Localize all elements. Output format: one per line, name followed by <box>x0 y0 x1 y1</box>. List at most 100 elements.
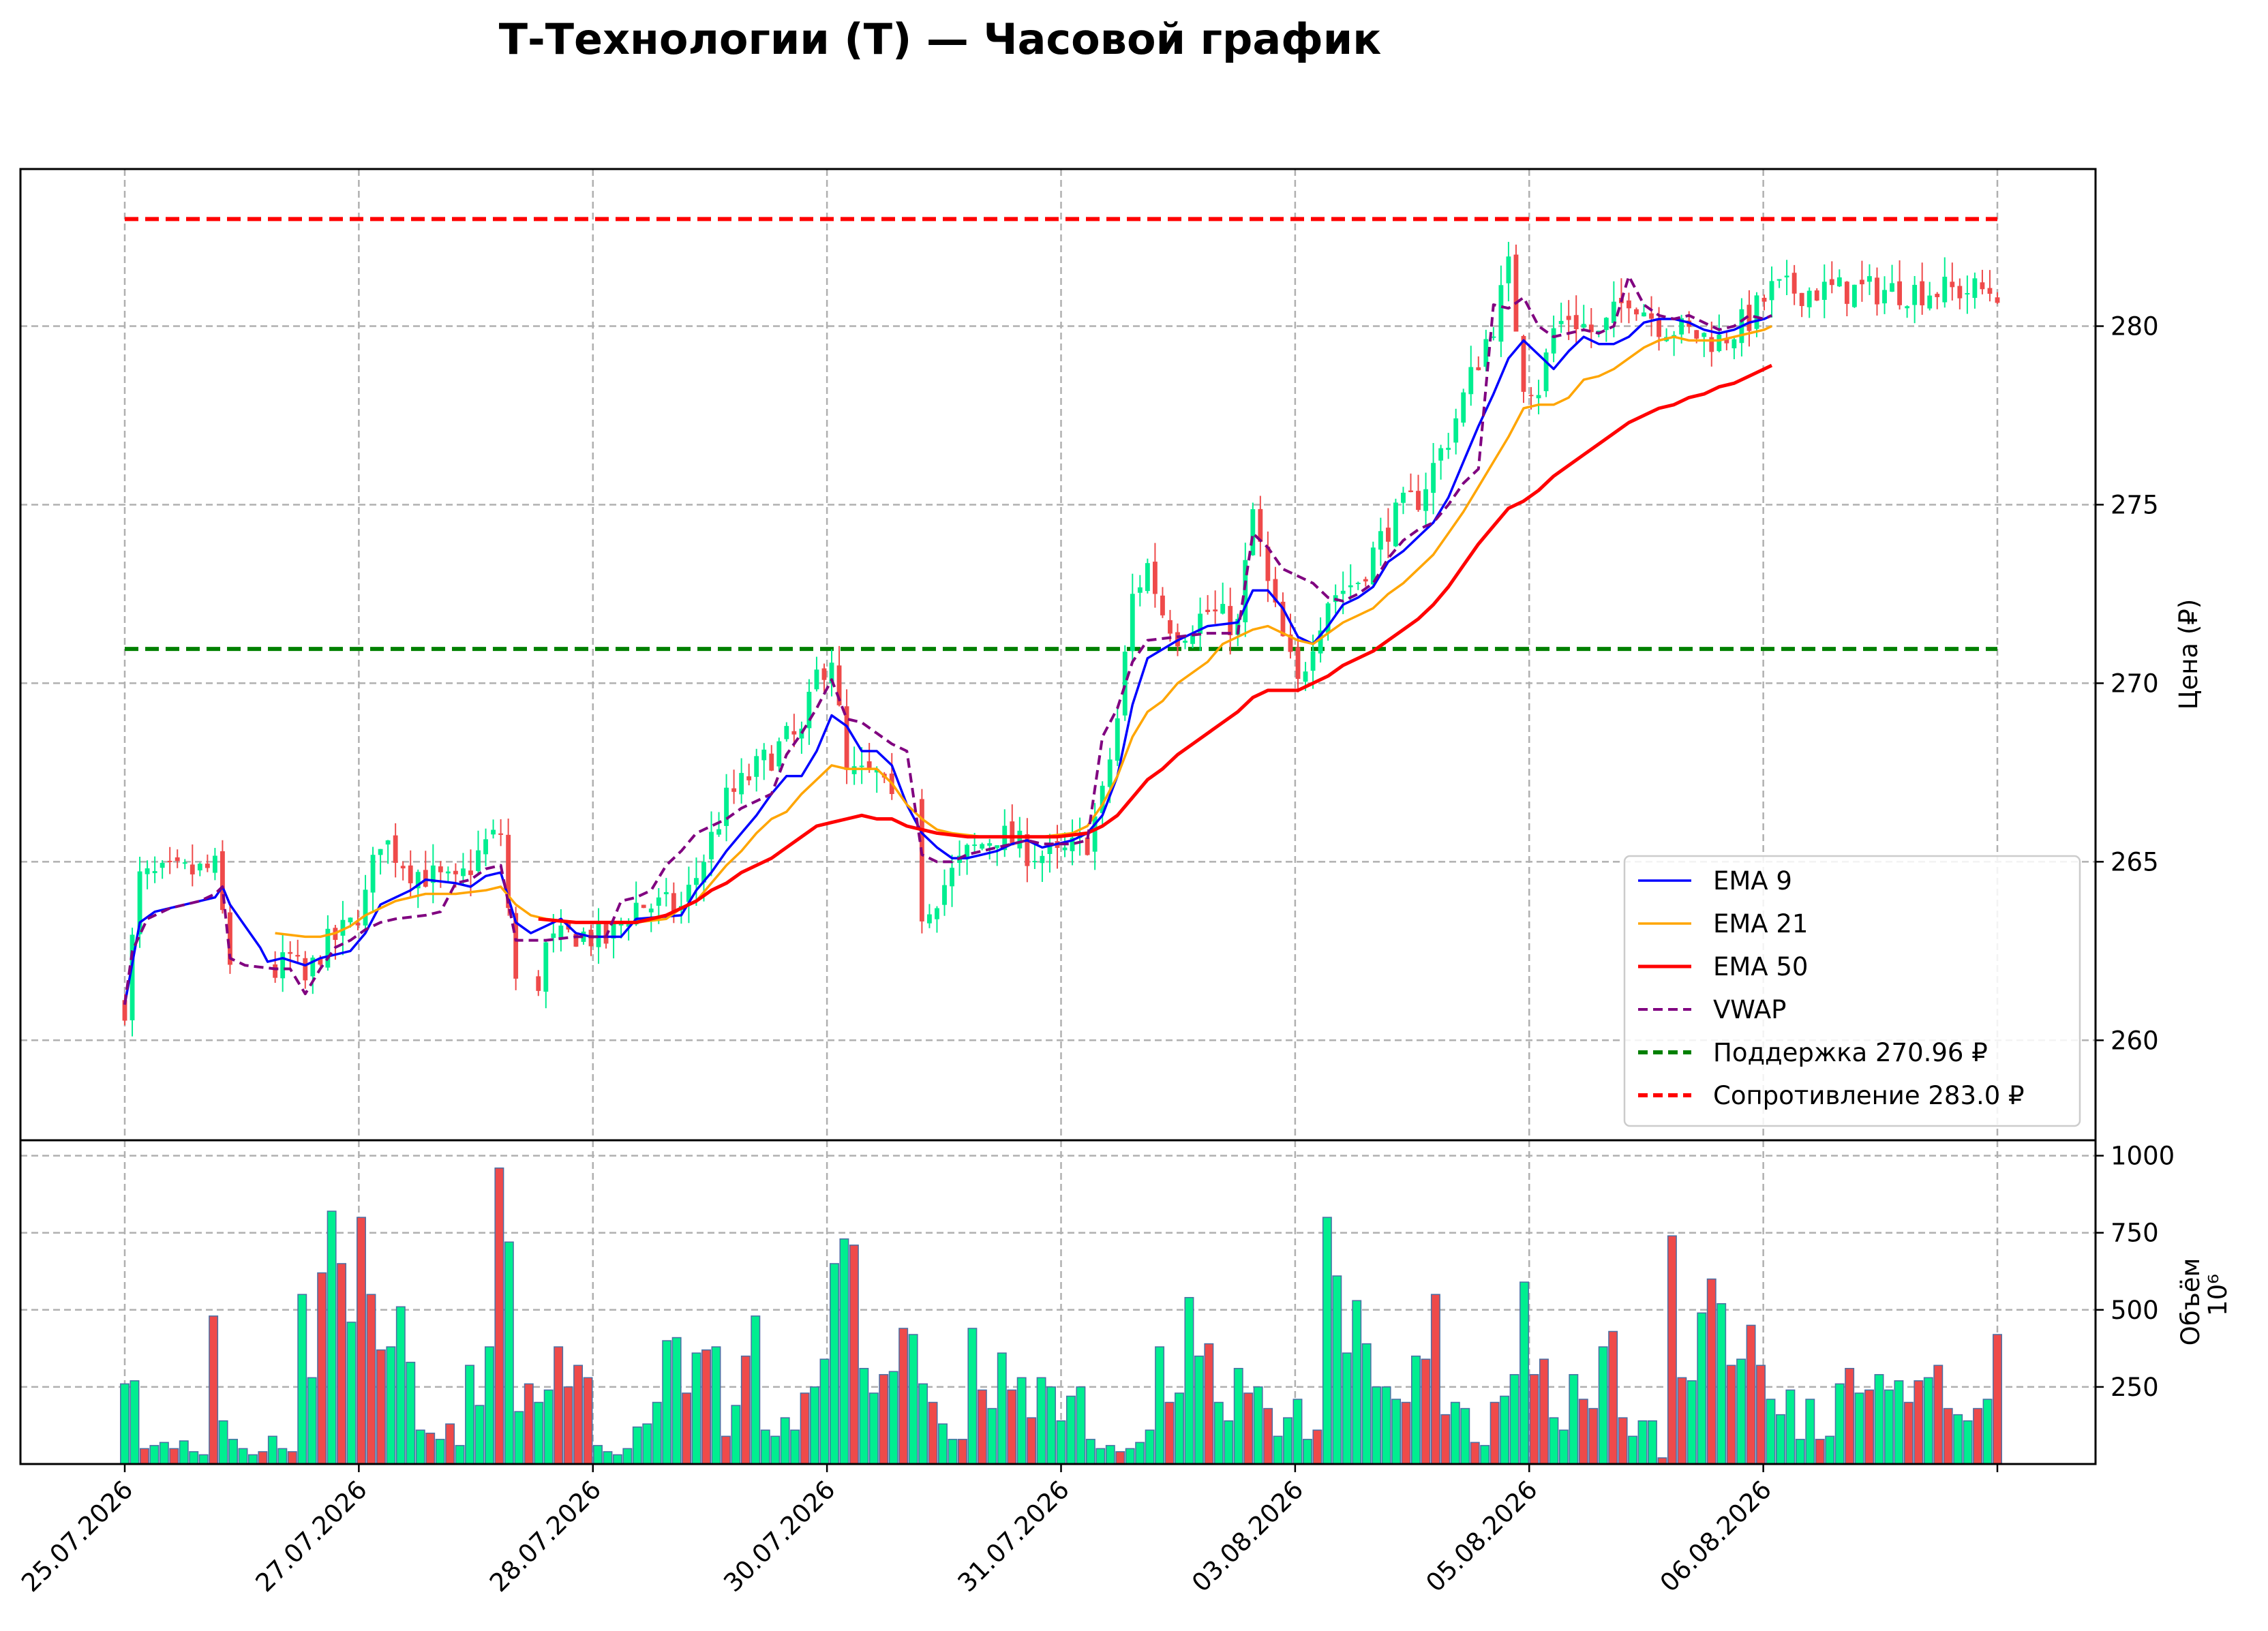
candle-body <box>987 843 993 846</box>
candle-body <box>1912 284 1918 305</box>
volume-bar <box>879 1374 889 1465</box>
candle-body <box>1250 509 1256 555</box>
candle-body <box>1393 502 1398 547</box>
price-y-tick-label: 270 <box>2111 669 2159 698</box>
candle-body <box>453 870 458 874</box>
volume-bar <box>918 1383 928 1465</box>
volume-bar <box>868 1392 879 1465</box>
volume-bar <box>297 1294 307 1465</box>
volume-bar <box>1509 1374 1519 1465</box>
candle-body <box>1160 595 1165 615</box>
volume-bar <box>406 1361 416 1465</box>
candle-body <box>1506 256 1511 284</box>
candle-body <box>1596 331 1601 333</box>
volume-bar <box>810 1386 820 1465</box>
candle-body <box>1137 587 1143 593</box>
volume-bar <box>1825 1435 1835 1465</box>
candle-body <box>995 845 1000 849</box>
candle-body <box>1732 339 1737 349</box>
candle-body <box>596 922 601 947</box>
volume-y-tick-label: 750 <box>2111 1219 2159 1248</box>
volume-bar <box>1450 1401 1460 1465</box>
candle-body <box>761 749 767 761</box>
candle-body <box>1920 281 1925 305</box>
ema50-line <box>538 363 1773 924</box>
volume-bar <box>780 1417 790 1465</box>
candle-body <box>694 878 699 885</box>
volume-bar <box>534 1401 544 1465</box>
volume-bar <box>169 1448 179 1465</box>
candle-body <box>370 855 376 893</box>
volume-bar <box>445 1423 455 1465</box>
price-y-tick-label: 280 <box>2111 312 2159 341</box>
volume-bar <box>198 1454 209 1465</box>
ema21-line <box>275 324 1772 939</box>
candle-body <box>1438 448 1444 461</box>
volume-bar <box>1993 1334 2002 1465</box>
candle-body <box>1303 671 1308 682</box>
legend-entry-label: Поддержка 270.96 ₽ <box>1713 1038 1988 1067</box>
candle-body <box>423 870 428 887</box>
volume-bar <box>455 1445 465 1465</box>
candle-body <box>942 885 947 905</box>
candle-body <box>385 840 391 845</box>
candle-body <box>1115 718 1120 761</box>
volume-bar <box>1411 1355 1421 1465</box>
candle-body <box>701 862 706 883</box>
candle-body <box>205 864 210 868</box>
volume-bar <box>1766 1399 1776 1465</box>
candle-body <box>1423 489 1428 511</box>
candle-body <box>769 753 774 771</box>
volume-bar <box>1608 1330 1618 1465</box>
candle-body <box>1145 563 1150 592</box>
volume-bar <box>130 1380 140 1465</box>
candle-body <box>1122 652 1128 716</box>
volume-bar <box>849 1245 859 1465</box>
candle-body <box>1280 601 1286 637</box>
candle-body <box>536 976 541 991</box>
volume-bar <box>1480 1445 1490 1465</box>
candle-body <box>1851 284 1857 307</box>
candle-body <box>641 904 646 909</box>
volume-bar <box>1894 1380 1904 1465</box>
candle-body <box>506 834 511 909</box>
volume-bar <box>337 1263 347 1465</box>
volume-bar <box>711 1346 721 1465</box>
volume-bar <box>573 1365 584 1465</box>
candle-body <box>972 844 978 847</box>
volume-bar <box>859 1368 869 1465</box>
candle-body <box>1980 282 1985 290</box>
candle-body <box>558 925 564 939</box>
volume-bar <box>1352 1300 1362 1465</box>
candle-body <box>551 933 556 939</box>
candle-body <box>709 832 714 859</box>
candle-body <box>1310 651 1316 671</box>
candle-body <box>438 866 443 872</box>
candle-body <box>1821 281 1827 300</box>
volume-bar <box>1263 1407 1273 1465</box>
candle-body <box>1942 277 1948 303</box>
volume-bar <box>1982 1399 1993 1465</box>
x-tick-label: 05.08.2026 <box>1420 1475 1543 1598</box>
candle-body <box>1627 300 1631 309</box>
volume-bar <box>1361 1343 1372 1465</box>
candle-body <box>656 897 661 906</box>
legend-entry-label: Сопротивление 283.0 ₽ <box>1713 1081 2025 1110</box>
volume-bar <box>1795 1439 1805 1465</box>
candle-body <box>1040 855 1045 864</box>
candle-body <box>965 844 970 859</box>
candle-body <box>1603 318 1609 331</box>
volume-bar <box>1805 1399 1815 1465</box>
x-axis-ticks: 25.07.2026 27.07.2026 28.07.2026 30.07.2026… <box>16 1464 1999 1598</box>
volume-bar <box>1470 1442 1480 1465</box>
volume-y-tick-label: 1000 <box>2111 1142 2175 1171</box>
x-tick-label: 28.07.2026 <box>484 1475 607 1598</box>
candle-body <box>836 665 842 705</box>
candle-body <box>1183 641 1188 643</box>
candle-body <box>1355 582 1361 584</box>
volume-bar <box>277 1448 288 1465</box>
volume-bar <box>1953 1414 1963 1465</box>
candle-body <box>1709 337 1714 352</box>
legend: EMA 9 EMA 21 EMA 50 VWAP Поддержка 270.96 ₽ С… <box>1623 855 2081 1127</box>
